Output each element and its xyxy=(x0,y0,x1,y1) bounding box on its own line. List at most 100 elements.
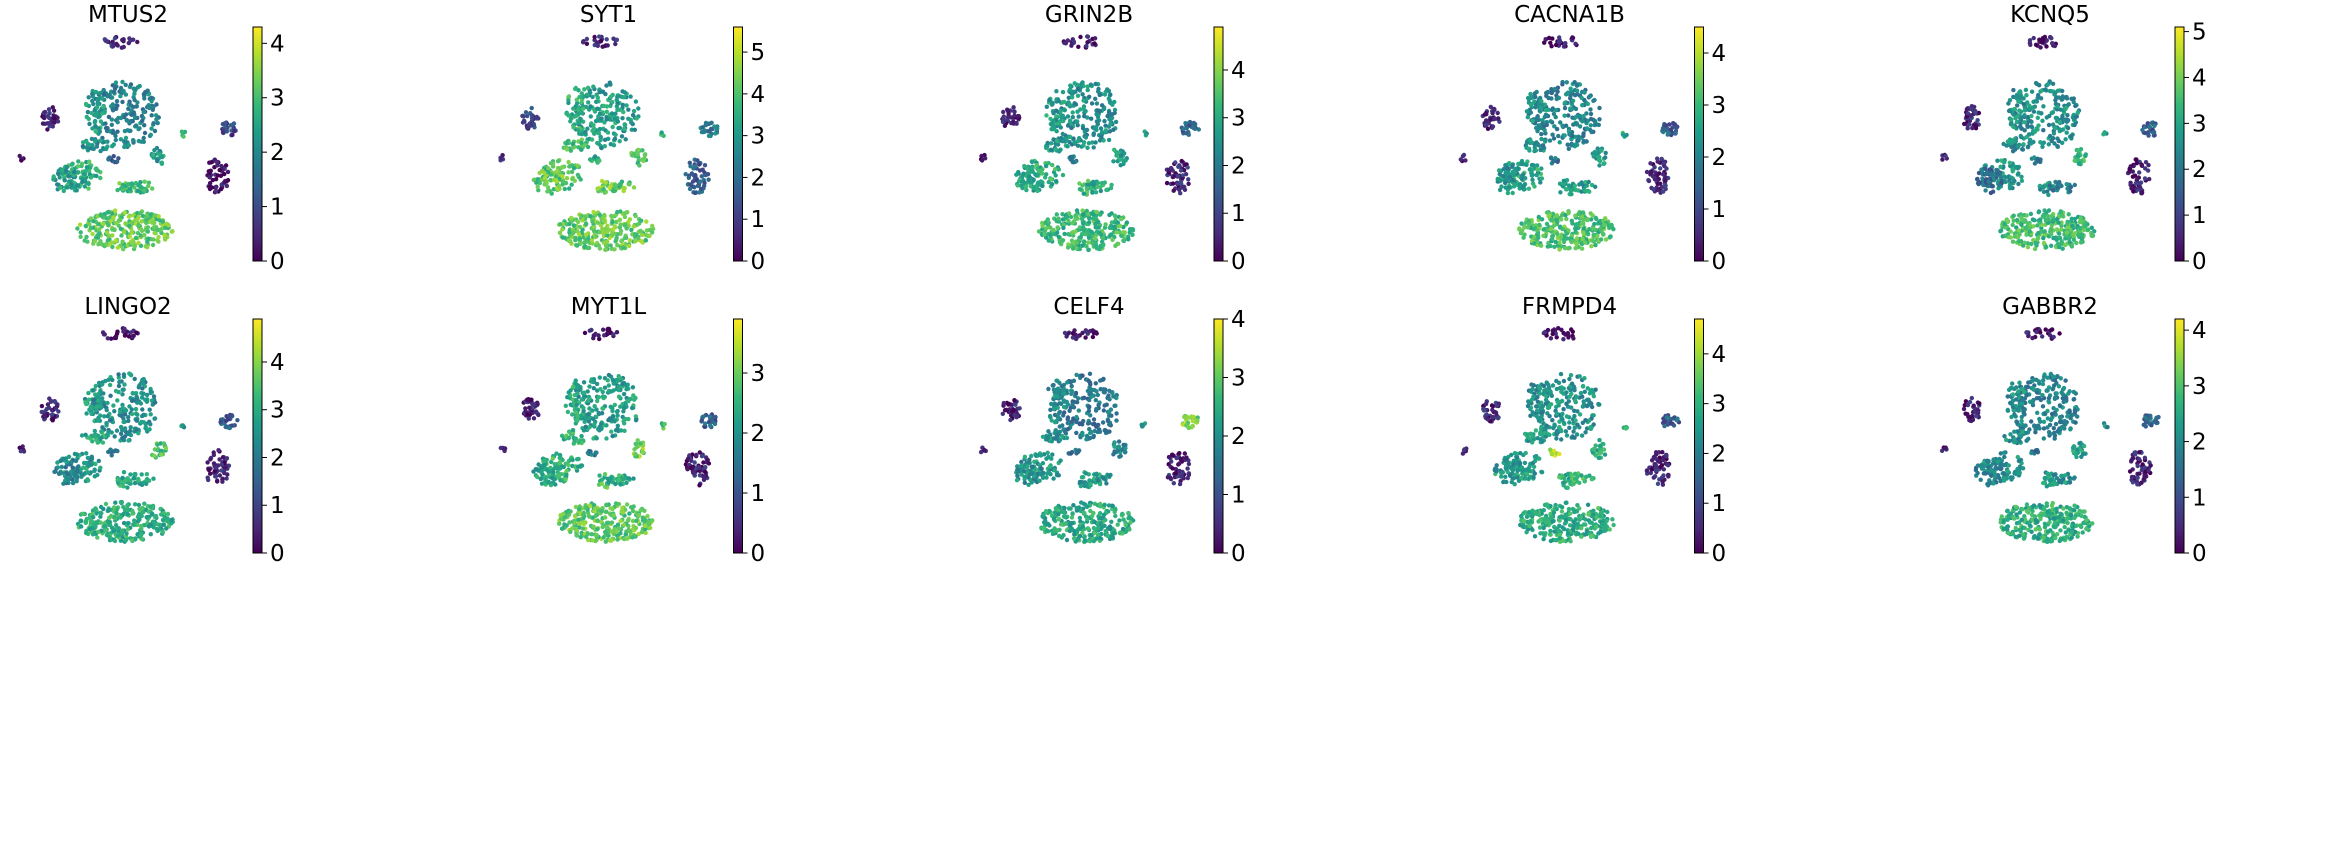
scatter-point xyxy=(612,116,618,122)
scatter-point xyxy=(595,117,600,123)
scatter-point xyxy=(562,186,567,192)
scatter-point xyxy=(1603,155,1608,160)
scatter-point xyxy=(1099,103,1105,108)
scatter-point xyxy=(86,181,91,186)
scatter-point xyxy=(1109,220,1115,225)
scatter-point xyxy=(1603,150,1608,156)
scatter-point xyxy=(138,243,144,248)
scatter-point xyxy=(586,245,592,251)
scatter-point xyxy=(130,391,136,396)
scatter-point xyxy=(63,168,69,173)
scatter-point xyxy=(1533,105,1538,110)
scatter-point xyxy=(140,407,145,412)
scatter-point xyxy=(136,431,141,436)
scatter-point xyxy=(1460,154,1466,159)
scatter-point xyxy=(148,422,153,427)
scatter-point xyxy=(131,522,136,527)
scatter-point xyxy=(2063,242,2068,248)
scatter-point xyxy=(122,210,128,215)
scatter-point xyxy=(1118,157,1123,162)
scatter-point xyxy=(169,517,174,523)
scatter-point xyxy=(1093,96,1098,102)
scatter-point xyxy=(1585,232,1591,237)
scatter-point xyxy=(102,109,107,114)
scatter-point xyxy=(687,186,693,192)
scatter-point xyxy=(103,501,109,507)
scatter-point xyxy=(1186,177,1191,182)
scatter-point xyxy=(1084,244,1089,249)
scatter-point xyxy=(1026,178,1031,183)
scatter-point xyxy=(132,244,137,249)
scatter-point xyxy=(90,388,96,393)
scatter-point xyxy=(2081,227,2087,233)
scatter-point xyxy=(1572,80,1577,85)
scatter-point xyxy=(1671,121,1676,126)
scatter-point xyxy=(114,331,120,336)
scatter-point xyxy=(622,122,628,128)
scatter-point xyxy=(1102,92,1108,97)
scatter-point xyxy=(1119,233,1124,238)
scatter-point xyxy=(2024,232,2029,237)
scatter-point xyxy=(1080,243,1085,248)
scatter-point xyxy=(84,528,89,534)
scatter-point xyxy=(1081,225,1086,230)
scatter-point xyxy=(1542,127,1547,133)
colorbar-tick-label: 4 xyxy=(751,82,766,108)
scatter-point xyxy=(1497,119,1502,124)
scatter-point xyxy=(125,503,130,508)
scatter-point xyxy=(1113,119,1119,125)
scatter-point xyxy=(2048,227,2053,233)
scatter-point xyxy=(154,157,160,162)
scatter-point xyxy=(127,223,132,229)
scatter-point xyxy=(1565,90,1571,95)
scatter-point xyxy=(102,523,108,529)
scatter-point xyxy=(1965,126,1970,131)
scatter-point xyxy=(2056,95,2062,100)
scatter-point xyxy=(69,182,74,187)
scatter-point xyxy=(181,134,186,139)
scatter-point xyxy=(1592,221,1597,227)
scatter-point xyxy=(2034,99,2040,104)
scatter-point xyxy=(1532,148,1537,154)
scatter-point xyxy=(111,142,117,147)
scatter-point xyxy=(98,138,103,143)
scatter-point xyxy=(1109,115,1115,121)
scatter-point xyxy=(1108,92,1113,97)
scatter-point xyxy=(1045,217,1050,222)
scatter-point xyxy=(630,112,636,118)
scatter-point xyxy=(1463,158,1468,163)
scatter-point xyxy=(1110,102,1115,107)
scatter-point xyxy=(1096,219,1101,225)
scatter-point xyxy=(1121,238,1126,243)
scatter-point xyxy=(104,407,109,413)
scatter-point xyxy=(89,110,94,116)
scatter-point xyxy=(1998,164,2003,169)
scatter-point xyxy=(604,109,609,115)
scatter-point xyxy=(118,515,123,520)
scatter-point xyxy=(631,224,636,229)
scatter-point xyxy=(113,388,119,394)
scatter-point xyxy=(112,434,117,439)
scatter-point xyxy=(1579,246,1585,251)
scatter-point xyxy=(98,175,103,181)
scatter-point xyxy=(575,163,580,168)
scatter-point xyxy=(1104,187,1109,193)
scatter-point xyxy=(527,121,532,127)
scatter-point xyxy=(1092,126,1097,131)
scatter-point xyxy=(703,172,708,178)
scatter-point xyxy=(1048,176,1054,182)
scatter-point xyxy=(521,118,527,124)
scatter-point xyxy=(1038,179,1044,184)
scatter-point xyxy=(1611,227,1616,232)
scatter-point xyxy=(129,181,135,186)
scatter-point xyxy=(1496,168,1502,173)
colorbar-tick-label: 1 xyxy=(1231,201,1246,227)
scatter-point xyxy=(126,214,132,219)
scatter-point xyxy=(1066,211,1072,216)
scatter-point xyxy=(2076,148,2081,153)
scatter-point xyxy=(571,166,577,171)
scatter-point xyxy=(1501,166,1507,172)
scatter-point xyxy=(1060,131,1065,137)
scatter-point xyxy=(78,234,83,239)
scatter-point xyxy=(1069,125,1074,131)
